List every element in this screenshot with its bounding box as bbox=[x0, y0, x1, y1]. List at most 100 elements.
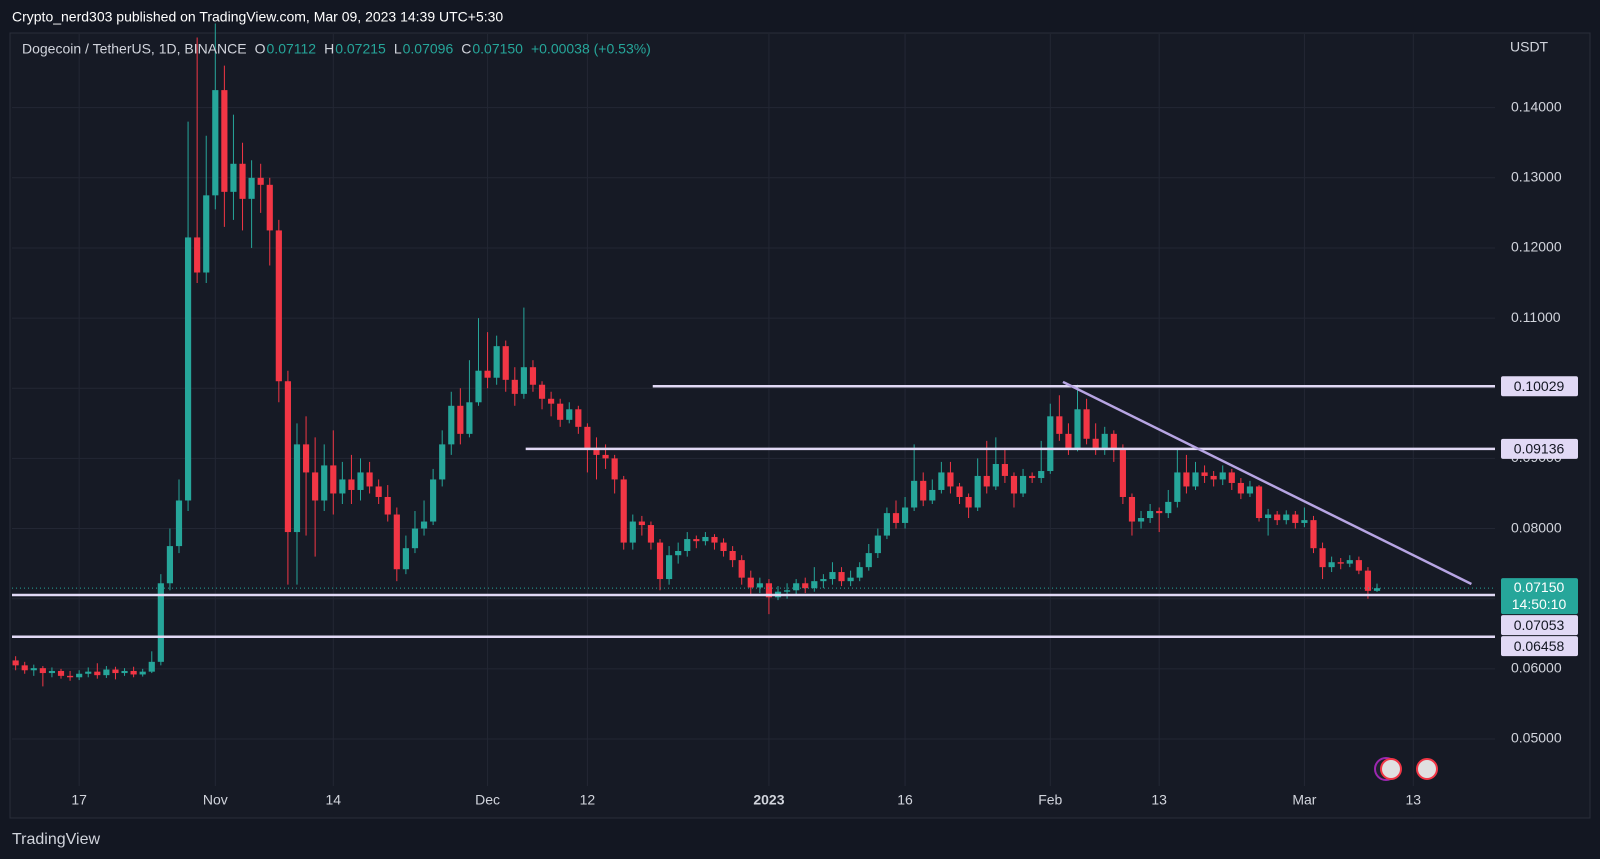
candle-body bbox=[1147, 511, 1154, 519]
candle-body bbox=[1019, 475, 1027, 494]
candle-body bbox=[602, 454, 609, 459]
candle-body bbox=[1065, 433, 1072, 448]
candle-body bbox=[929, 489, 936, 501]
candle-body bbox=[1265, 514, 1272, 519]
candle-body bbox=[312, 472, 319, 501]
candle-body bbox=[684, 539, 691, 551]
candle-body bbox=[1010, 475, 1018, 494]
candle-body bbox=[1237, 482, 1244, 494]
candle-body bbox=[302, 444, 310, 473]
candle-body bbox=[39, 668, 46, 674]
candle-body bbox=[30, 668, 37, 671]
candle-body bbox=[212, 90, 219, 196]
event-icon[interactable] bbox=[1416, 758, 1438, 780]
candle-body bbox=[402, 548, 409, 570]
candle-body bbox=[1364, 570, 1372, 591]
level-label: 0.06458 bbox=[1514, 638, 1565, 654]
candle-body bbox=[266, 184, 273, 231]
level-label: 0.07053 bbox=[1514, 617, 1565, 633]
candle-body bbox=[1228, 472, 1235, 483]
event-icon[interactable] bbox=[1380, 758, 1402, 780]
x-tick-label: Mar bbox=[1292, 792, 1316, 808]
x-tick-label: 12 bbox=[580, 792, 596, 808]
candle-body bbox=[139, 671, 146, 675]
candle-body bbox=[820, 579, 827, 582]
candle-body bbox=[1246, 486, 1254, 494]
candle-body bbox=[865, 553, 872, 568]
candle-body bbox=[1183, 472, 1190, 487]
candle-body bbox=[94, 671, 101, 676]
candle-body bbox=[793, 583, 800, 591]
currency: USDT bbox=[1510, 39, 1549, 55]
candle-body bbox=[1319, 548, 1326, 568]
candle-body bbox=[983, 475, 990, 487]
ohlc-key: O bbox=[255, 41, 266, 57]
candle-body bbox=[611, 458, 618, 480]
candle-body bbox=[666, 555, 673, 580]
candle-body bbox=[656, 542, 664, 580]
candle-body bbox=[802, 583, 809, 589]
candle-body bbox=[248, 177, 255, 199]
ohlc-key: C bbox=[461, 41, 471, 57]
candle-body bbox=[702, 536, 709, 542]
y-tick-label: 0.11000 bbox=[1511, 309, 1561, 325]
x-tick-label: Dec bbox=[475, 792, 500, 808]
candle-body bbox=[883, 513, 891, 536]
candle-body bbox=[747, 577, 754, 588]
candle-body bbox=[1056, 416, 1063, 434]
candle-body bbox=[1128, 496, 1136, 522]
candle-body bbox=[992, 464, 999, 487]
chart-panel bbox=[9, 32, 1591, 819]
y-tick-label: 0.13000 bbox=[1511, 169, 1562, 185]
y-tick-label: 0.14000 bbox=[1511, 98, 1562, 114]
candle-body bbox=[1355, 560, 1362, 571]
candle-body bbox=[1092, 438, 1099, 448]
candle-body bbox=[475, 370, 482, 403]
candle-body bbox=[1373, 588, 1381, 591]
candle-body bbox=[348, 479, 355, 490]
candle-body bbox=[175, 500, 183, 547]
candle-body bbox=[203, 195, 210, 273]
symbol-title: Dogecoin / TetherUS, 1D, BINANCE bbox=[22, 41, 247, 57]
candle-body bbox=[956, 486, 963, 497]
candle-body bbox=[1001, 464, 1008, 476]
candle-body bbox=[1210, 475, 1217, 480]
candle-body bbox=[693, 539, 700, 542]
candle-body bbox=[1047, 416, 1054, 472]
candle-body bbox=[130, 670, 137, 675]
candle-body bbox=[1165, 501, 1172, 514]
candle-body bbox=[366, 472, 373, 487]
candle-body bbox=[1328, 562, 1335, 568]
ohlc-key: L bbox=[394, 41, 402, 57]
candle-body bbox=[538, 384, 546, 399]
candle-body bbox=[85, 671, 92, 674]
candle-body bbox=[430, 479, 437, 522]
candle-body bbox=[675, 551, 682, 556]
brand: TradingView bbox=[12, 831, 100, 848]
candle-body bbox=[1119, 449, 1126, 497]
candle-body bbox=[502, 346, 509, 380]
candle-body bbox=[838, 572, 845, 582]
x-tick-label: Nov bbox=[203, 792, 228, 808]
candle-body bbox=[112, 669, 119, 674]
x-tick-label: Feb bbox=[1038, 792, 1062, 808]
candle-body bbox=[557, 403, 564, 420]
level-label: 0.10029 bbox=[1514, 378, 1565, 394]
candle-body bbox=[738, 560, 745, 578]
y-tick-label: 0.12000 bbox=[1511, 239, 1562, 255]
trendline bbox=[1062, 380, 1472, 586]
candle-body bbox=[711, 536, 718, 543]
level-label-box bbox=[1501, 376, 1578, 397]
ohlc-value: 0.07096 bbox=[403, 41, 454, 57]
candle-body bbox=[48, 670, 56, 674]
candle-body bbox=[1255, 486, 1263, 519]
candle-body bbox=[166, 546, 174, 584]
level-label: 0.09136 bbox=[1514, 441, 1565, 457]
candle-body bbox=[593, 447, 600, 455]
candle-body bbox=[321, 465, 328, 501]
candle-body bbox=[584, 426, 591, 448]
candle-body bbox=[148, 661, 155, 672]
candle-body bbox=[493, 346, 500, 378]
labels: 0.050000.060000.070000.080000.090000.100… bbox=[22, 41, 1578, 808]
candle-body bbox=[947, 472, 954, 487]
